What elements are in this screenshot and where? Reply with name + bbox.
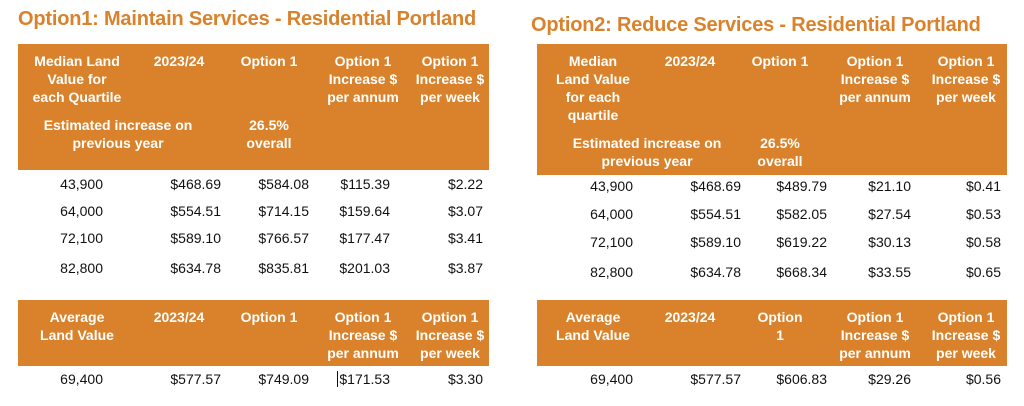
header-increase-per-week: Option 1 Increase $ per week xyxy=(415,309,485,361)
header-2023-24: 2023/24 xyxy=(664,53,716,69)
cell-2023-24: $554.51 xyxy=(690,206,741,222)
text-cursor xyxy=(337,371,339,387)
cell-increase-annum: $171.53 xyxy=(339,371,390,387)
cell-option-1: $835.81 xyxy=(258,260,309,276)
cell-increase-week: $0.56 xyxy=(965,371,1001,387)
cell-option-1: $489.79 xyxy=(776,178,827,194)
header-increase-per-week: Option 1 Increase $ per week xyxy=(931,53,1001,105)
header-increase-per-annum: Option 1 Increase $ per annum xyxy=(839,309,911,361)
cell-option-1: $668.34 xyxy=(776,264,827,280)
right-panel-title: Option2: Reduce Services - Residential P… xyxy=(531,14,981,36)
cell-option-1: $766.57 xyxy=(258,230,309,246)
overall-percent-note: 26.5% overall xyxy=(246,117,292,151)
cell-increase-annum: $159.64 xyxy=(339,203,390,219)
header-increase-per-week: Option 1 Increase $ per week xyxy=(415,53,485,105)
header-2023-24: 2023/24 xyxy=(153,53,205,69)
table-row: 82,800 $634.78 $668.34 $33.55 $0.65 xyxy=(537,264,1007,286)
cell-2023-24: $589.10 xyxy=(170,230,221,246)
cell-increase-week: $0.65 xyxy=(965,264,1001,280)
cell-increase-week: $0.58 xyxy=(965,234,1001,250)
left-average-rows: 69,400 $577.57 $749.09 $171.53 $3.30 xyxy=(18,371,489,393)
header-option-1: Option 1 xyxy=(240,309,298,325)
cell-2023-24: $468.69 xyxy=(690,178,741,194)
cell-land-value: 72,100 xyxy=(590,234,633,250)
left-panel-title: Option1: Maintain Services - Residential… xyxy=(18,8,477,30)
cell-option-1: $606.83 xyxy=(776,371,827,387)
cell-increase-annum: $29.26 xyxy=(868,371,911,387)
cell-2023-24: $634.78 xyxy=(690,264,741,280)
left-quartile-header: Median Land Value for each Quartile 2023… xyxy=(18,44,489,170)
cell-increase-annum: $201.03 xyxy=(339,260,390,276)
cell-increase-annum: $33.55 xyxy=(868,264,911,280)
header-increase-per-annum: Option 1 Increase $ per annum xyxy=(327,309,399,361)
cell-2023-24: $589.10 xyxy=(690,234,741,250)
header-option-1: Option 1 xyxy=(751,53,809,69)
cell-land-value: 82,800 xyxy=(590,264,633,280)
cell-option-1: $619.22 xyxy=(776,234,827,250)
table-row: 72,100 $589.10 $619.22 $30.13 $0.58 xyxy=(537,234,1007,256)
cell-land-value: 72,100 xyxy=(60,230,103,246)
cell-increase-week: $3.30 xyxy=(447,371,483,387)
cell-2023-24: $577.57 xyxy=(170,371,221,387)
overall-percent-note: 26.5% overall xyxy=(757,135,803,169)
cell-increase-annum: $115.39 xyxy=(340,176,390,192)
cell-land-value: 82,800 xyxy=(60,260,103,276)
header-increase-per-week: Option 1 Increase $ per week xyxy=(931,309,1001,361)
table-row: 64,000 $554.51 $714.15 $159.64 $3.07 xyxy=(18,203,489,225)
cell-increase-week: $3.07 xyxy=(447,203,483,219)
cell-land-value: 69,400 xyxy=(590,371,633,387)
cell-2023-24: $554.51 xyxy=(170,203,221,219)
cell-land-value: 64,000 xyxy=(590,206,633,222)
cell-land-value: 43,900 xyxy=(60,176,103,192)
header-average-land-value: Average Land Value xyxy=(40,309,114,343)
cell-option-1: $749.09 xyxy=(258,371,309,387)
cell-land-value: 64,000 xyxy=(60,203,103,219)
right-average-rows: 69,400 $577.57 $606.83 $29.26 $0.56 xyxy=(537,371,1007,393)
table-row: 43,900 $468.69 $584.08 $115.39 $2.22 xyxy=(18,176,489,198)
table-row: 82,800 $634.78 $835.81 $201.03 $3.87 xyxy=(18,260,489,282)
table-row: 43,900 $468.69 $489.79 $21.10 $0.41 xyxy=(537,178,1007,200)
cell-option-1: $584.08 xyxy=(258,176,309,192)
cell-land-value: 43,900 xyxy=(590,178,633,194)
estimated-increase-note: Estimated increase on previous year xyxy=(572,135,722,169)
table-row: 72,100 $589.10 $766.57 $177.47 $3.41 xyxy=(18,230,489,252)
table-row: 69,400 $577.57 $606.83 $29.26 $0.56 xyxy=(537,371,1007,393)
table-row: 69,400 $577.57 $749.09 $171.53 $3.30 xyxy=(18,371,489,393)
cell-increase-annum: $177.47 xyxy=(339,230,390,246)
right-quartile-rows: 43,900 $468.69 $489.79 $21.10 $0.41 64,0… xyxy=(537,178,1007,290)
left-average-header: Average Land Value 2023/24 Option 1 Opti… xyxy=(18,300,489,366)
header-2023-24: 2023/24 xyxy=(153,309,205,325)
header-increase-per-annum: Option 1 Increase $ per annum xyxy=(327,53,399,105)
cell-option-1: $582.05 xyxy=(776,206,827,222)
cell-increase-annum: $27.54 xyxy=(868,206,911,222)
table-row: 64,000 $554.51 $582.05 $27.54 $0.53 xyxy=(537,206,1007,228)
right-average-header: Average Land Value 2023/24 Option 1 Opti… xyxy=(537,300,1007,366)
cell-2023-24: $468.69 xyxy=(170,176,221,192)
cell-option-1: $714.15 xyxy=(258,203,309,219)
cell-increase-week: $0.41 xyxy=(965,178,1001,194)
header-option-1: Option 1 xyxy=(240,53,298,69)
header-increase-per-annum: Option 1 Increase $ per annum xyxy=(839,53,911,105)
estimated-increase-note: Estimated increase on previous year xyxy=(43,117,193,151)
left-quartile-rows: 43,900 $468.69 $584.08 $115.39 $2.22 64,… xyxy=(18,176,489,288)
right-quartile-header: Median Land Value for each quartile 2023… xyxy=(537,44,1007,175)
cell-increase-annum-with-cursor: $171.53 xyxy=(337,371,390,387)
header-median-land-value: Median Land Value for each Quartile xyxy=(32,53,122,105)
cell-increase-annum: $21.10 xyxy=(868,178,911,194)
cell-2023-24: $634.78 xyxy=(170,260,221,276)
header-2023-24: 2023/24 xyxy=(664,309,716,325)
header-average-land-value: Average Land Value xyxy=(556,309,630,343)
cell-increase-week: $3.41 xyxy=(447,230,483,246)
cell-increase-annum: $30.13 xyxy=(868,234,911,250)
cell-increase-week: $3.87 xyxy=(447,260,483,276)
cell-increase-week: $2.22 xyxy=(447,176,483,192)
cell-land-value: 69,400 xyxy=(60,371,103,387)
cell-2023-24: $577.57 xyxy=(690,371,741,387)
cell-increase-week: $0.53 xyxy=(965,206,1001,222)
header-option-1: Option 1 xyxy=(757,309,803,343)
header-median-land-value: Median Land Value for each quartile xyxy=(556,53,630,123)
